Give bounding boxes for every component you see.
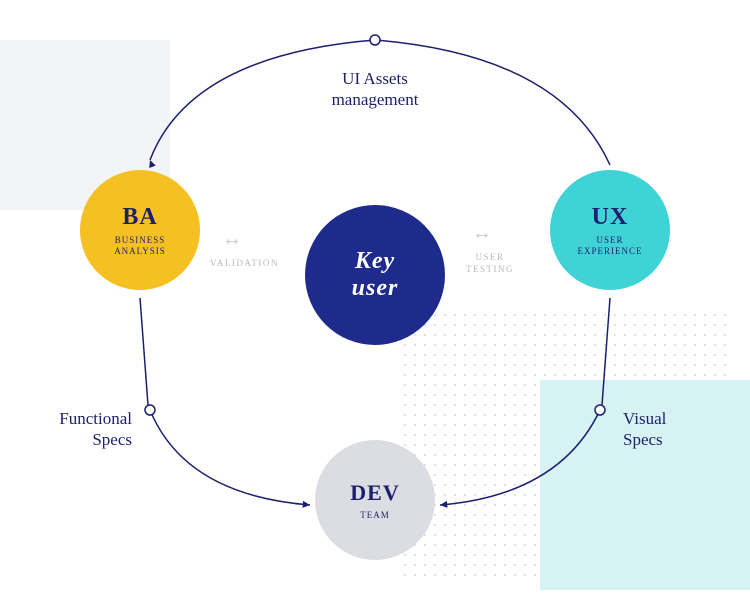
node-ba: BA BUSINESSANALYSIS — [80, 170, 200, 290]
double-arrow-icon: ↔ — [472, 222, 488, 245]
node-ux: UX USEREXPERIENCE — [550, 170, 670, 290]
edge-label-functional-specs: FunctionalSpecs — [59, 408, 132, 451]
edge-label-visual-specs: VisualSpecs — [623, 408, 666, 451]
label-user-testing: USERTESTING — [460, 252, 520, 275]
edge-label-ui-assets: UI Assetsmanagement — [295, 68, 455, 111]
node-key-user-title: Keyuser — [352, 248, 399, 302]
double-arrow-icon: ↔ — [222, 228, 238, 251]
node-dev-subtitle: TEAM — [360, 510, 390, 521]
node-ux-title: UX — [592, 204, 629, 231]
node-dev: DEV TEAM — [315, 440, 435, 560]
label-validation: VALIDATION — [210, 258, 270, 270]
node-ux-subtitle: USEREXPERIENCE — [578, 235, 643, 257]
node-dev-title: DEV — [350, 480, 399, 506]
node-ba-subtitle: BUSINESSANALYSIS — [114, 235, 166, 257]
node-key-user: Keyuser — [305, 205, 445, 345]
node-ba-title: BA — [122, 204, 157, 231]
